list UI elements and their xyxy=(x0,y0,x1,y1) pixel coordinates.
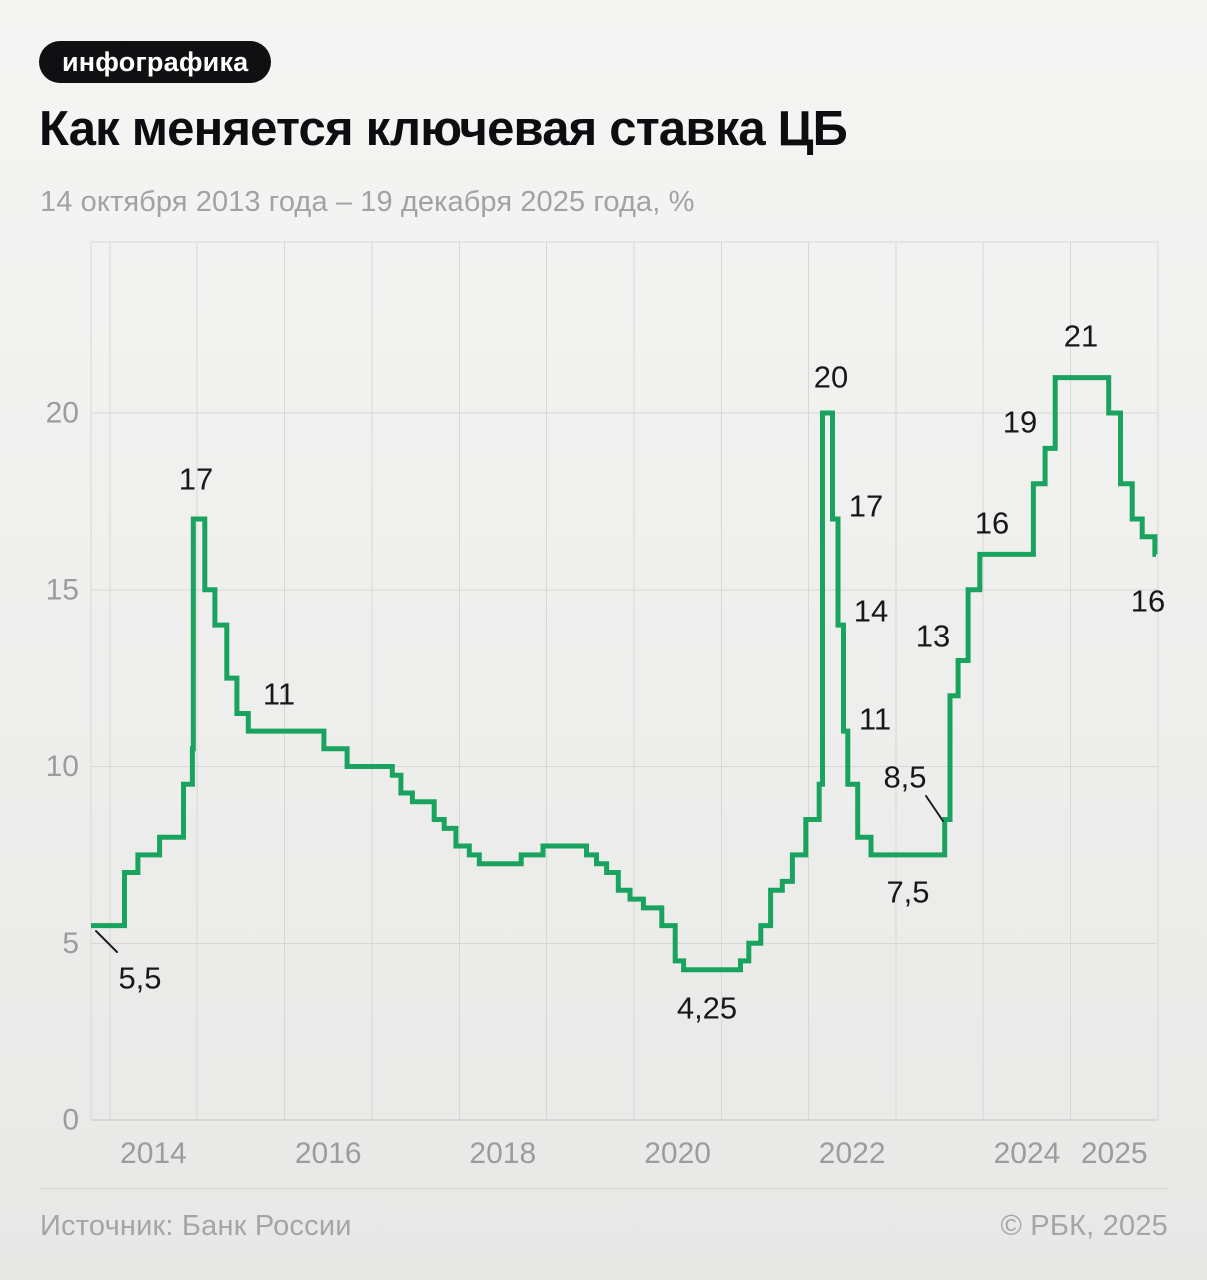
date-range-subtitle: 14 октября 2013 года – 19 декабря 2025 г… xyxy=(40,186,695,218)
data-label: 21 xyxy=(1064,319,1098,354)
data-label: 20 xyxy=(814,360,848,395)
x-axis-tick-label: 2025 xyxy=(1081,1137,1148,1170)
data-label: 4,25 xyxy=(677,991,737,1026)
y-axis-tick-label: 15 xyxy=(46,573,79,606)
y-axis-tick-label: 5 xyxy=(62,927,79,960)
data-label: 5,5 xyxy=(118,961,161,996)
data-label: 8,5 xyxy=(883,760,926,795)
footer-divider xyxy=(40,1188,1168,1189)
callout-line xyxy=(925,795,944,822)
data-label: 16 xyxy=(975,506,1009,541)
source-credit: Источник: Банк России xyxy=(40,1210,352,1242)
copyright-credit: © РБК, 2025 xyxy=(1000,1210,1168,1242)
data-label: 16 xyxy=(1131,584,1165,619)
x-axis-tick-label: 2016 xyxy=(295,1137,362,1170)
x-axis-tick-label: 2018 xyxy=(469,1137,536,1170)
data-label: 19 xyxy=(1003,405,1037,440)
callout-line xyxy=(95,930,118,953)
y-axis-tick-label: 10 xyxy=(46,750,79,783)
y-axis-tick-label: 0 xyxy=(62,1104,79,1137)
data-label: 17 xyxy=(179,462,213,497)
plot-border xyxy=(90,241,1159,1121)
data-label: 13 xyxy=(916,619,950,654)
key-rate-line xyxy=(91,375,1158,973)
category-badge: инфографика xyxy=(39,41,272,83)
data-label: 17 xyxy=(849,489,883,524)
x-axis-tick-label: 2020 xyxy=(644,1137,711,1170)
data-label: 14 xyxy=(854,594,888,629)
y-axis-tick-label: 20 xyxy=(46,397,79,430)
data-label: 11 xyxy=(263,677,295,712)
data-label: 11 xyxy=(859,702,891,737)
x-axis-tick-label: 2024 xyxy=(994,1137,1061,1170)
data-label: 7,5 xyxy=(886,875,929,910)
page-title: Как меняется ключевая ставка ЦБ xyxy=(39,102,848,156)
x-axis-tick-label: 2014 xyxy=(120,1137,187,1170)
x-axis-tick-label: 2022 xyxy=(819,1137,886,1170)
